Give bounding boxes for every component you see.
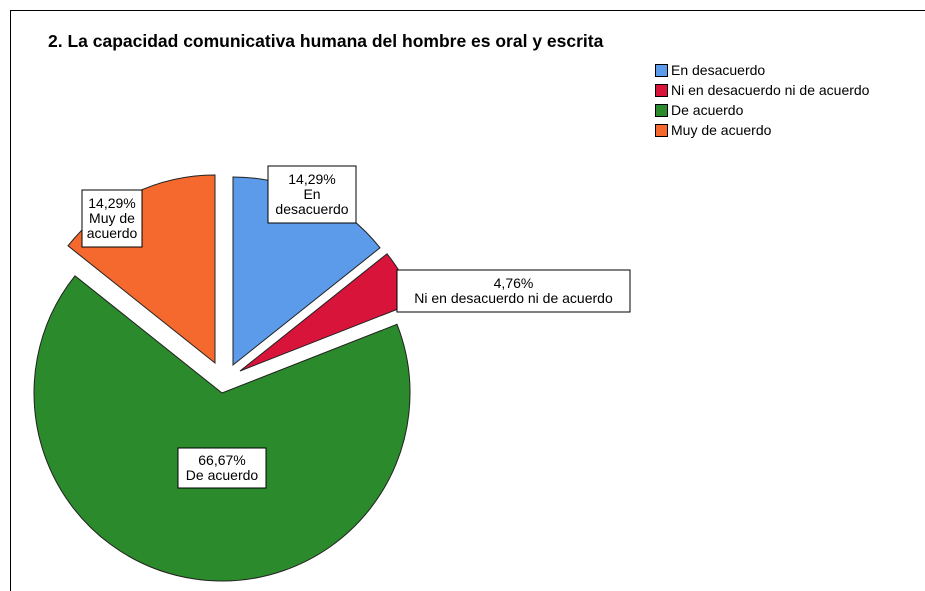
chart-title: 2. La capacidad comunicativa humana del … xyxy=(48,31,604,51)
legend-item: Muy de acuerdo xyxy=(655,120,869,140)
data-label-category: acuerdo xyxy=(87,225,138,241)
legend-swatch xyxy=(655,63,668,77)
data-label-category: De acuerdo xyxy=(186,467,259,483)
data-label-category: Ni en desacuerdo ni de acuerdo xyxy=(414,290,613,306)
legend-label: De acuerdo xyxy=(671,102,744,118)
legend-label: Muy de acuerdo xyxy=(671,122,772,138)
legend-item: Ni en desacuerdo ni de acuerdo xyxy=(655,80,869,100)
legend-label: Ni en desacuerdo ni de acuerdo xyxy=(671,82,870,98)
data-label-category: En xyxy=(303,186,320,202)
legend-swatch xyxy=(655,83,668,97)
data-label-value: 14,29% xyxy=(88,195,135,211)
legend-swatch xyxy=(655,103,668,117)
data-label-value: 14,29% xyxy=(288,171,335,187)
chart-frame xyxy=(10,10,925,591)
legend-item: De acuerdo xyxy=(655,100,869,120)
data-label-category: desacuerdo xyxy=(275,201,348,217)
legend-swatch xyxy=(655,123,668,137)
pie-slice-de-acuerdo xyxy=(33,275,411,582)
data-label-value: 66,67% xyxy=(198,452,245,468)
pie-slices xyxy=(33,174,416,582)
legend-label: En desacuerdo xyxy=(671,62,766,78)
data-label-ni-en-desacuerdo-ni-de-acuerdo: 4,76%Ni en desacuerdo ni de acuerdo xyxy=(396,269,631,313)
data-label-de-acuerdo: 66,67%De acuerdo xyxy=(177,447,267,489)
data-label-value: 4,76% xyxy=(494,275,534,291)
legend-item: En desacuerdo xyxy=(655,60,869,80)
data-label-category: Muy de xyxy=(89,210,135,226)
legend: En desacuerdo Ni en desacuerdo ni de acue… xyxy=(655,60,869,140)
